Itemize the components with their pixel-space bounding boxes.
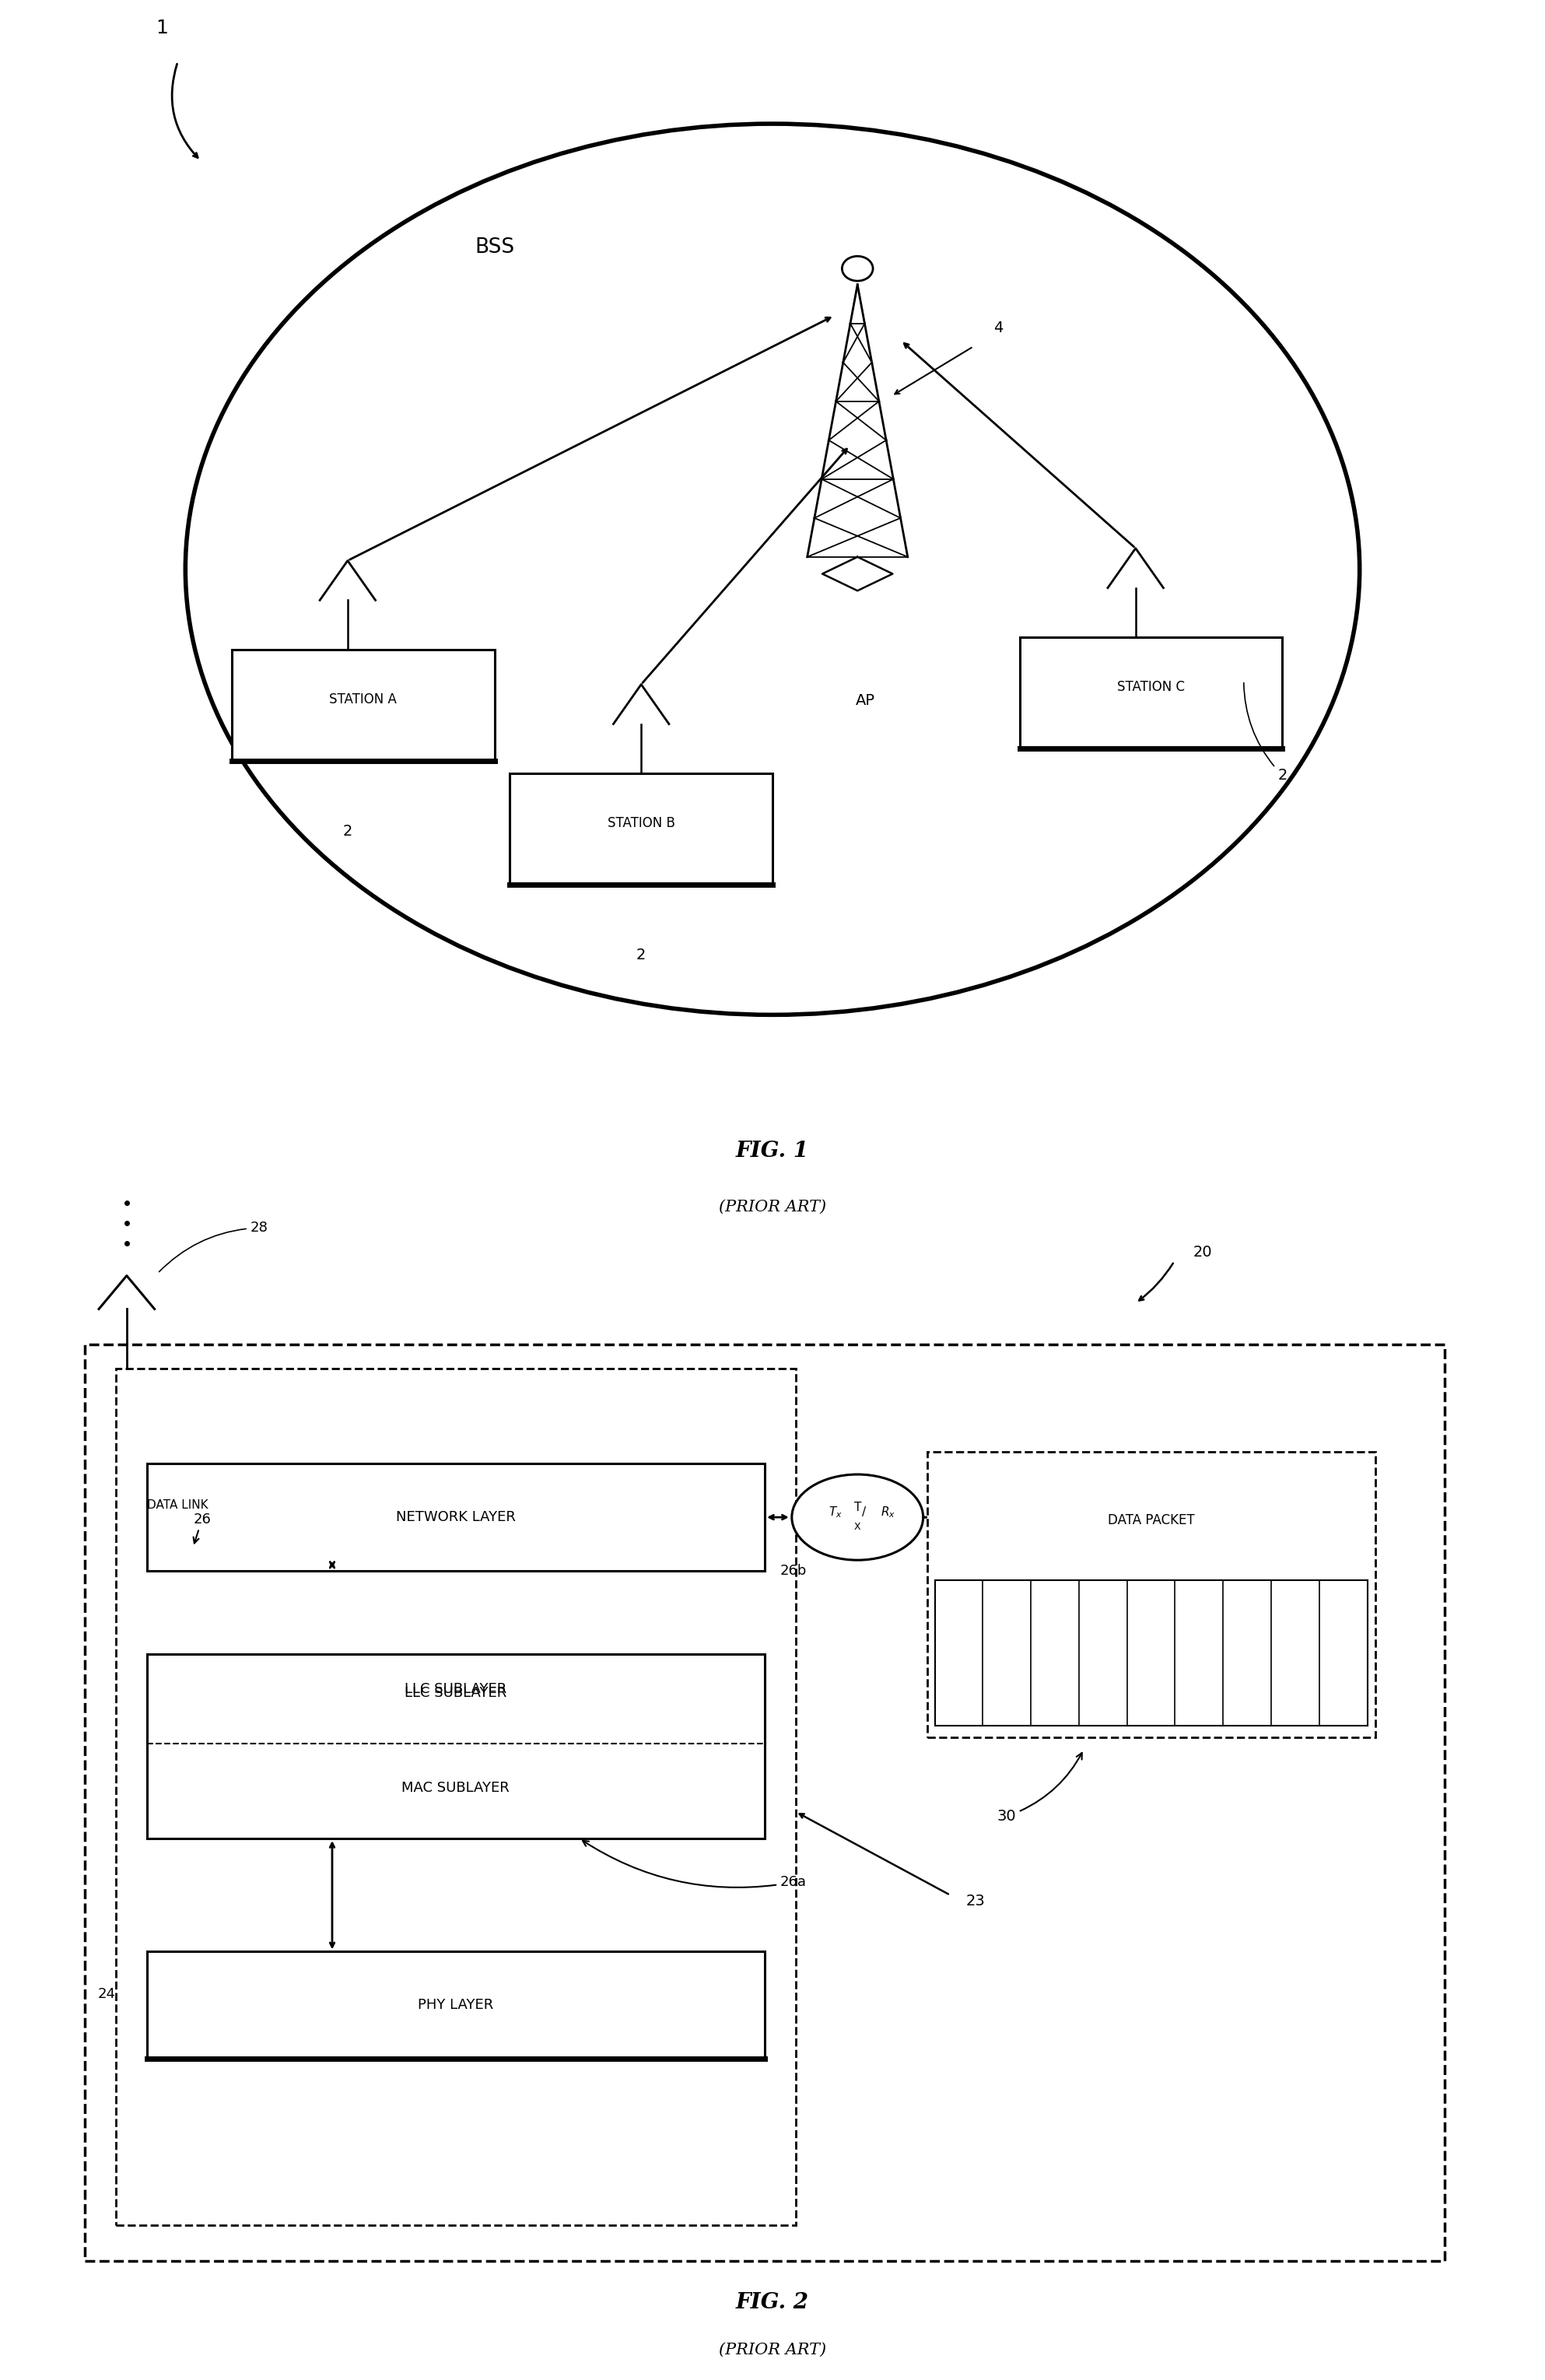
Text: FIG. 1: FIG. 1 <box>735 1140 810 1161</box>
Text: T: T <box>854 1502 861 1514</box>
Text: LLC SUBLAYER: LLC SUBLAYER <box>405 1685 507 1699</box>
Ellipse shape <box>793 1473 924 1561</box>
Text: 4: 4 <box>993 321 1003 336</box>
FancyBboxPatch shape <box>147 1464 765 1571</box>
Text: MAC SUBLAYER: MAC SUBLAYER <box>402 1780 510 1795</box>
Text: LLC SUBLAYER: LLC SUBLAYER <box>405 1683 507 1697</box>
FancyBboxPatch shape <box>1020 638 1282 750</box>
Text: PHY LAYER: PHY LAYER <box>419 1999 493 2011</box>
Text: 23: 23 <box>966 1894 984 1909</box>
Text: (PRIOR ART): (PRIOR ART) <box>718 1200 827 1214</box>
Text: AP: AP <box>856 693 874 707</box>
Text: DATA LINK: DATA LINK <box>147 1499 209 1511</box>
Text: 24: 24 <box>97 1987 116 2002</box>
Text: (PRIOR ART): (PRIOR ART) <box>718 2342 827 2359</box>
Text: STATION A: STATION A <box>329 693 397 707</box>
Text: 1: 1 <box>156 19 168 38</box>
FancyBboxPatch shape <box>510 774 772 885</box>
Text: STATION C: STATION C <box>1117 681 1185 695</box>
Text: FIG. 2: FIG. 2 <box>735 2292 810 2313</box>
Text: $T_x$: $T_x$ <box>828 1504 842 1521</box>
Text: 26a: 26a <box>582 1840 806 1890</box>
Text: 26: 26 <box>193 1511 212 1542</box>
Text: 2: 2 <box>1244 683 1287 783</box>
FancyBboxPatch shape <box>147 1952 765 2059</box>
Text: BSS: BSS <box>474 238 514 257</box>
Text: 30: 30 <box>997 1752 1081 1823</box>
FancyBboxPatch shape <box>147 1654 765 1742</box>
FancyBboxPatch shape <box>232 650 494 762</box>
Text: NETWORK LAYER: NETWORK LAYER <box>396 1511 516 1523</box>
Text: 2: 2 <box>637 947 646 962</box>
Text: 2: 2 <box>343 823 352 838</box>
FancyBboxPatch shape <box>85 1345 1445 2261</box>
Text: /: / <box>862 1507 867 1518</box>
FancyBboxPatch shape <box>147 1654 765 1837</box>
Text: DATA PACKET: DATA PACKET <box>1108 1514 1194 1528</box>
Text: STATION B: STATION B <box>607 816 675 831</box>
Text: 28: 28 <box>159 1221 269 1271</box>
Text: $R_x$: $R_x$ <box>881 1504 896 1521</box>
Text: X: X <box>854 1521 861 1533</box>
Text: 26b: 26b <box>780 1564 806 1578</box>
FancyBboxPatch shape <box>116 1368 796 2225</box>
Text: 20: 20 <box>1193 1245 1211 1259</box>
FancyBboxPatch shape <box>927 1452 1375 1737</box>
